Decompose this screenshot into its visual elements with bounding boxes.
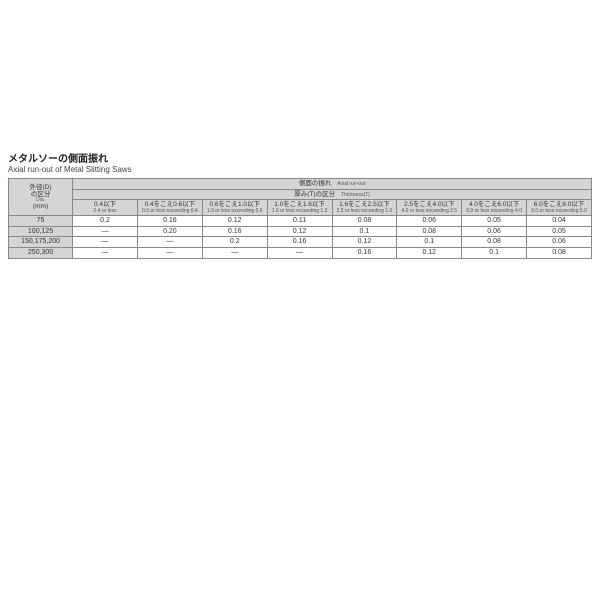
header-axial: 側面の振れ Axial run-out (73, 179, 592, 190)
runout-table: 外径(D) の区分 Dia. (mm) 側面の振れ Axial run-out … (8, 178, 592, 259)
col-en: 0.4 or less (75, 209, 135, 215)
table-row: 75 0.2 0.16 0.12 0.11 0.08 0.06 0.05 0.0… (9, 216, 592, 227)
header-thickness: 厚み(T)の区分 Thickness(T) (73, 189, 592, 200)
header-thick-en: Thickness(T) (341, 192, 370, 198)
col-header: 1.6をこえ2.5以下2.5 or less exceeding 1.6 (332, 200, 397, 216)
table-row: 100,125 — 0.20 0.16 0.12 0.1 0.08 0.06 0… (9, 226, 592, 237)
row-label: 150,175,200 (9, 237, 73, 248)
row-label: 250,300 (9, 248, 73, 259)
cell: 0.16 (332, 248, 397, 259)
table-row: 150,175,200 — — 0.2 0.16 0.12 0.1 0.08 0… (9, 237, 592, 248)
cell: 0.08 (332, 216, 397, 227)
cell: — (267, 248, 332, 259)
cell: 0.08 (527, 248, 592, 259)
cell: 0.05 (527, 226, 592, 237)
col-header: 6.0をこえ8.0以下8.0 or less exceeding 6.0 (527, 200, 592, 216)
row-label: 75 (9, 216, 73, 227)
cell: 0.16 (137, 216, 202, 227)
cell: 0.1 (462, 248, 527, 259)
page-container: メタルソーの側面振れ Axial run-out of Metal Slitti… (0, 0, 600, 259)
table-head: 外径(D) の区分 Dia. (mm) 側面の振れ Axial run-out … (9, 179, 592, 216)
cell: 0.1 (332, 226, 397, 237)
col-en: 4.0 or less exceeding 2.5 (399, 209, 459, 215)
header-thick-jp: 厚み(T)の区分 (294, 191, 335, 198)
header-axial-jp: 側面の振れ (299, 180, 332, 187)
cell: 0.08 (462, 237, 527, 248)
cell: — (137, 248, 202, 259)
cell: 0.12 (397, 248, 462, 259)
cell: 0.11 (267, 216, 332, 227)
table-row: 250,300 — — — — 0.16 0.12 0.1 0.08 (9, 248, 592, 259)
cell: 0.05 (462, 216, 527, 227)
col-header: 4.0をこえ6.0以下6.0 or less exceeding 4.0 (462, 200, 527, 216)
row-label: 100,125 (9, 226, 73, 237)
title-en: Axial run-out of Metal Slitting Saws (8, 165, 592, 174)
header-dia-unit: (mm) (11, 203, 70, 210)
col-en: 0.6 or less exceeding 0.4 (140, 209, 200, 215)
header-diameter: 外径(D) の区分 Dia. (mm) (9, 179, 73, 216)
cell: 0.16 (267, 237, 332, 248)
cell: 0.20 (137, 226, 202, 237)
title-jp: メタルソーの側面振れ (8, 150, 592, 165)
cell: — (73, 248, 138, 259)
col-header: 0.6をこえ1.0以下1.0 or less exceeding 0.6 (202, 200, 267, 216)
col-header: 1.0をこえ1.6以下1.6 or less exceeding 1.0 (267, 200, 332, 216)
cell: — (73, 237, 138, 248)
col-en: 1.6 or less exceeding 1.0 (270, 209, 330, 215)
cell: 0.12 (267, 226, 332, 237)
cell: — (202, 248, 267, 259)
col-en: 1.0 or less exceeding 0.6 (205, 209, 265, 215)
col-header: 2.5をこえ4.0以下4.0 or less exceeding 2.5 (397, 200, 462, 216)
cell: — (137, 237, 202, 248)
cell: 0.2 (73, 216, 138, 227)
cell: 0.06 (462, 226, 527, 237)
cell: 0.16 (202, 226, 267, 237)
col-header: 0.4をこえ0.6以下0.6 or less exceeding 0.4 (137, 200, 202, 216)
cell: 0.2 (202, 237, 267, 248)
header-columns-row: 0.4以下0.4 or less 0.4をこえ0.6以下0.6 or less … (9, 200, 592, 216)
cell: 0.04 (527, 216, 592, 227)
col-header: 0.4以下0.4 or less (73, 200, 138, 216)
header-dia-jp1: 外径(D) (11, 184, 70, 191)
col-en: 6.0 or less exceeding 4.0 (464, 209, 524, 215)
header-axial-en: Axial run-out (337, 181, 365, 187)
cell: 0.12 (202, 216, 267, 227)
col-en: 2.5 or less exceeding 1.6 (335, 209, 395, 215)
cell: — (73, 226, 138, 237)
cell: 0.12 (332, 237, 397, 248)
col-en: 8.0 or less exceeding 6.0 (529, 209, 589, 215)
cell: 0.1 (397, 237, 462, 248)
cell: 0.06 (397, 216, 462, 227)
table-body: 75 0.2 0.16 0.12 0.11 0.08 0.06 0.05 0.0… (9, 216, 592, 259)
cell: 0.06 (527, 237, 592, 248)
cell: 0.08 (397, 226, 462, 237)
